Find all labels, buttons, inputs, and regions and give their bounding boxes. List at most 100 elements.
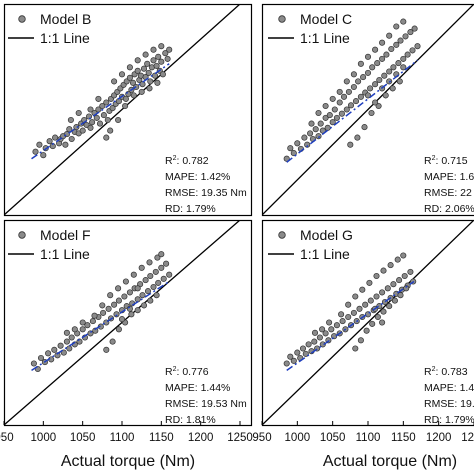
legend-model-f: Model F 1:1 Line [8, 227, 91, 262]
data-point [350, 83, 357, 91]
panel-frame-model-c [261, 3, 474, 217]
data-point [96, 120, 104, 127]
data-point [343, 106, 350, 113]
stat-rd: RD: 1.81% [165, 414, 216, 426]
data-point [357, 93, 364, 100]
data-point [329, 95, 336, 102]
data-point [373, 293, 380, 300]
data-point [62, 141, 69, 148]
data-point [146, 259, 153, 266]
data-point [328, 326, 335, 333]
data-point [336, 88, 343, 95]
data-point [103, 346, 110, 353]
data-point [368, 109, 375, 117]
data-point [364, 69, 372, 76]
data-point [71, 326, 78, 333]
data-point [79, 127, 86, 134]
data-point [104, 116, 111, 124]
data-point [144, 60, 151, 67]
data-point [150, 283, 157, 291]
data-point [333, 114, 340, 121]
data-point [32, 148, 39, 155]
data-point [345, 301, 352, 308]
data-point [84, 322, 91, 329]
data-point [369, 320, 376, 327]
data-point [316, 334, 323, 341]
data-point [158, 251, 165, 258]
x-tick-label: 1150 [391, 432, 416, 444]
data-point [376, 76, 383, 84]
data-point [129, 79, 137, 86]
data-point [347, 141, 354, 148]
data-point [331, 106, 338, 113]
plot-area-g [262, 220, 474, 426]
x-tick-label: 1250 [227, 432, 253, 444]
data-point [336, 99, 343, 106]
data-point [354, 134, 361, 141]
data-point [159, 71, 166, 78]
panels-group: 9501000105011001150120012509501000105011… [0, 4, 474, 444]
stat-rd: RD: 1.79% [424, 414, 474, 426]
data-point [345, 313, 352, 321]
data-point [111, 78, 118, 85]
data-point [319, 341, 326, 348]
data-point [359, 286, 366, 293]
data-point [387, 262, 394, 269]
data-point [107, 292, 114, 299]
data-point [115, 297, 122, 304]
data-point [294, 140, 301, 147]
data-point [329, 119, 336, 126]
data-point [390, 281, 397, 288]
stats-model-b: R2: 0.782 MAPE: 1.42% RMSE: 19.35 Nm RD:… [165, 155, 247, 215]
data-point [402, 33, 409, 40]
data-point [68, 334, 75, 341]
legend-series-label: Model B [40, 11, 91, 27]
data-point [92, 327, 99, 334]
data-point [380, 308, 387, 315]
data-point [367, 297, 374, 304]
data-point [138, 88, 145, 95]
data-point [362, 301, 369, 308]
one-to-one-line [262, 220, 474, 426]
data-point [379, 39, 386, 46]
stat-mape: MAPE: 1.42% [165, 171, 230, 183]
data-point [322, 102, 329, 110]
stats-model-g: R2: 0.783 MAPE: 1.4 RMSE: 19.5 RD: 1.79% [424, 366, 474, 426]
data-point [322, 330, 329, 337]
legend-series-label: Model F [40, 227, 91, 243]
data-point [311, 338, 318, 345]
x-tick-label: 1000 [31, 432, 57, 444]
data-point [134, 307, 141, 314]
data-point [107, 127, 114, 134]
data-point [166, 271, 173, 278]
data-point [374, 313, 381, 321]
one-to-one-line [262, 4, 474, 216]
stat-r2: R2: 0.783 [424, 366, 468, 378]
data-point [57, 342, 64, 349]
data-point [99, 302, 106, 309]
data-point [146, 85, 153, 92]
one-to-one-line [4, 4, 241, 216]
data-point [142, 277, 149, 284]
data-point [147, 78, 154, 85]
legend-line-label: 1:1 Line [40, 246, 90, 262]
data-point [115, 285, 122, 292]
stat-rd: RD: 1.79% [165, 203, 216, 215]
data-point [142, 51, 149, 58]
data-point [381, 72, 388, 79]
legend-marker-icon [18, 15, 26, 23]
data-point [139, 292, 146, 299]
data-point [290, 357, 297, 364]
data-point [312, 126, 319, 133]
data-point [315, 109, 322, 117]
data-point [147, 297, 154, 304]
x-tick-label: 1200 [426, 432, 452, 444]
data-point [163, 260, 170, 267]
data-point [63, 338, 70, 345]
data-point [304, 141, 311, 148]
data-point [122, 102, 129, 110]
data-point [397, 292, 404, 299]
data-point [333, 322, 340, 329]
data-point [128, 311, 135, 318]
data-point [396, 78, 403, 85]
